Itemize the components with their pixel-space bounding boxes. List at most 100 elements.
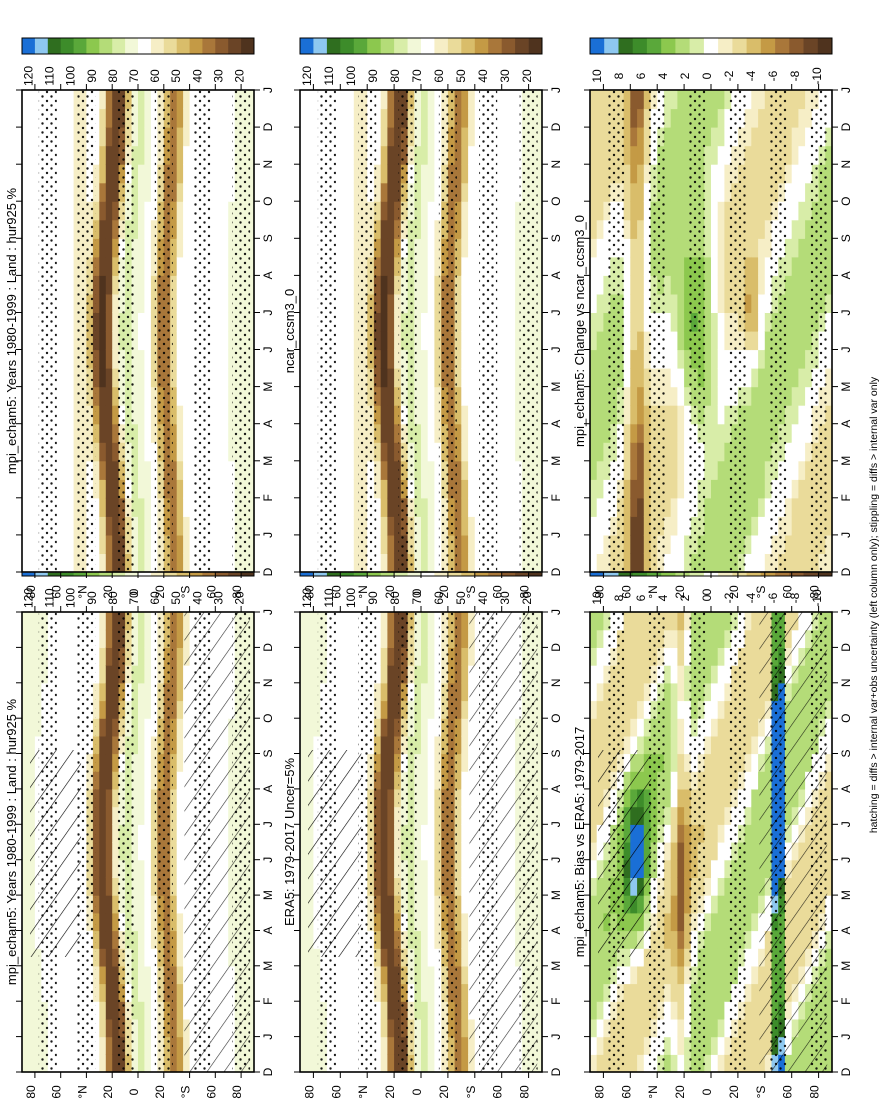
- field-cell: [724, 612, 732, 631]
- field-cell: [751, 718, 759, 737]
- field-cell: [105, 948, 113, 967]
- field-cell: [677, 806, 685, 825]
- field-cell: [60, 647, 68, 666]
- field-cell: [99, 965, 107, 985]
- field-cell: [176, 647, 184, 666]
- field-cell: [461, 331, 469, 351]
- field-cell: [300, 948, 308, 967]
- field-cell: [112, 238, 120, 258]
- field-cell: [387, 665, 395, 684]
- field-cell: [215, 516, 223, 536]
- field-cell: [105, 965, 113, 985]
- field-cell: [189, 219, 197, 239]
- field-cell: [535, 460, 543, 480]
- field-cell: [112, 771, 120, 790]
- field-cell: [60, 629, 68, 648]
- field-cell: [603, 965, 611, 985]
- field-cell: [461, 145, 469, 165]
- field-cell: [670, 753, 678, 772]
- field-cell: [189, 182, 197, 202]
- field-cell: [590, 682, 598, 702]
- field-cell: [228, 423, 236, 443]
- field-cell: [508, 497, 516, 517]
- field-cell: [461, 293, 469, 313]
- field-cell: [306, 1036, 314, 1055]
- field-cell: [421, 108, 429, 128]
- colorbar-swatch: [447, 38, 462, 54]
- month-label: J: [549, 310, 563, 316]
- field-cell: [724, 629, 732, 648]
- field-cell: [340, 718, 348, 737]
- field-cell: [176, 948, 184, 967]
- field-cell: [421, 256, 429, 276]
- field-cell: [144, 647, 152, 666]
- field-cell: [22, 182, 29, 202]
- colorbar-swatch: [112, 38, 126, 54]
- field-cell: [515, 90, 523, 110]
- field-cell: [515, 460, 523, 480]
- field-cell: [677, 983, 685, 1002]
- field-cell: [468, 386, 476, 406]
- field-cell: [434, 127, 442, 147]
- field-cell: [92, 368, 100, 388]
- field-cell: [637, 647, 645, 666]
- field-cell: [176, 219, 184, 239]
- field-cell: [414, 405, 422, 425]
- lat-label: 80: [24, 1085, 38, 1099]
- field-cell: [22, 842, 29, 861]
- field-cell: [724, 700, 732, 719]
- field-cell: [138, 293, 145, 313]
- field-cell: [434, 405, 442, 425]
- field-cell: [508, 386, 516, 406]
- field-cell: [99, 219, 107, 239]
- field-cell: [711, 824, 719, 843]
- field-cell: [380, 629, 388, 648]
- field-cell: [677, 1036, 685, 1055]
- field-cell: [677, 877, 685, 896]
- field-cell: [54, 948, 62, 967]
- field-cell: [22, 965, 29, 985]
- field-cell: [170, 930, 178, 949]
- field-cell: [454, 612, 462, 631]
- field-cell: [454, 442, 462, 462]
- field-cell: [414, 386, 422, 406]
- field-cell: [208, 534, 216, 554]
- field-cell: [394, 553, 402, 573]
- field-cell: [105, 842, 113, 861]
- field-cell: [596, 1001, 604, 1020]
- field-cell: [112, 788, 120, 808]
- field-cell: [28, 965, 36, 985]
- field-cell: [515, 497, 523, 517]
- field-cell: [454, 1001, 462, 1020]
- field-cell: [340, 516, 348, 536]
- colorbar-label: 60: [148, 591, 162, 605]
- field-cell: [300, 1001, 308, 1020]
- field-cell: [623, 629, 631, 648]
- field-cell: [494, 497, 503, 517]
- field-cell: [717, 612, 725, 631]
- field-cell: [670, 877, 678, 896]
- field-cell: [73, 127, 81, 147]
- field-cell: [414, 534, 422, 554]
- field-cell: [717, 682, 725, 702]
- field-cell: [380, 1001, 388, 1020]
- field-cell: [183, 460, 191, 480]
- field-cell: [112, 331, 120, 351]
- field-cell: [28, 312, 36, 332]
- field-cell: [54, 534, 62, 554]
- field-cell: [144, 256, 152, 276]
- field-cell: [144, 516, 152, 536]
- field-cell: [394, 753, 402, 772]
- field-cell: [744, 824, 752, 843]
- field-cell: [501, 479, 509, 499]
- field-cell: [333, 405, 341, 425]
- field-cell: [247, 479, 255, 499]
- field-cell: [92, 612, 100, 631]
- field-cell: [170, 497, 178, 517]
- stipple-band: [116, 612, 135, 1072]
- field-cell: [138, 145, 145, 165]
- field-cell: [421, 806, 429, 825]
- field-cell: [347, 700, 355, 719]
- field-cell: [333, 647, 341, 666]
- field-cell: [131, 145, 139, 165]
